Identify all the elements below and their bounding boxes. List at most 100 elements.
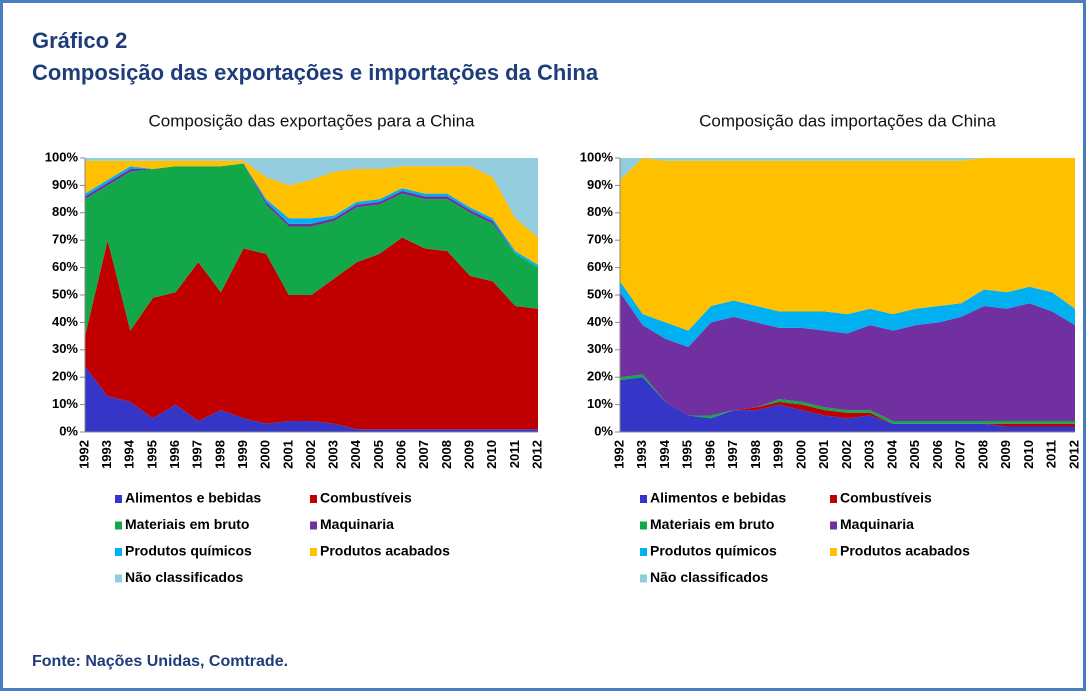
y-tick-label: 0% <box>594 423 613 438</box>
x-tick-label: 1995 <box>144 440 159 469</box>
x-tick-label: 2002 <box>839 440 854 469</box>
x-tick-label: 1997 <box>725 440 740 469</box>
y-tick-label: 10% <box>587 396 613 411</box>
y-tick-label: 100% <box>580 149 614 164</box>
x-tick-label: 2008 <box>975 440 990 469</box>
x-tick-label: 1996 <box>167 440 182 469</box>
legend-label: Combustíveis <box>840 490 932 506</box>
x-tick-label: 1998 <box>748 440 763 469</box>
legend-label: Maquinaria <box>840 516 914 532</box>
legend-label: Produtos químicos <box>650 543 777 559</box>
y-tick-label: 70% <box>587 232 613 247</box>
y-tick-label: 20% <box>52 369 78 384</box>
x-tick-label: 2008 <box>439 440 454 469</box>
chart-title: Composição das exportações para a China <box>148 111 475 130</box>
x-tick-label: 2006 <box>394 440 409 469</box>
area <box>85 163 538 337</box>
area <box>85 237 538 430</box>
x-tick-label: 1994 <box>122 439 137 469</box>
area <box>620 377 1075 427</box>
legend-swatch <box>640 521 647 530</box>
source: Fonte: Nações Unidas, Comtrade. <box>32 653 288 670</box>
x-tick-label: 2012 <box>1066 440 1081 469</box>
area <box>85 158 538 238</box>
legend-swatch <box>115 521 122 530</box>
x-tick-label: 2007 <box>416 440 431 469</box>
legend-swatch <box>640 495 647 503</box>
y-tick-label: 80% <box>587 204 613 219</box>
x-tick-label: 2009 <box>998 440 1013 469</box>
area <box>620 158 1075 180</box>
y-tick-label: 50% <box>52 286 78 301</box>
y-tick-label: 60% <box>52 259 78 274</box>
area <box>85 366 538 432</box>
figure-label: Gráfico 2 <box>32 28 127 53</box>
y-tick-label: 70% <box>52 232 78 247</box>
legend-label: Não classificados <box>125 569 243 585</box>
x-tick-label: 2003 <box>326 440 341 469</box>
legend-label: Não classificados <box>650 569 768 585</box>
x-tick-label: 1994 <box>657 439 672 469</box>
x-tick-label: 2004 <box>884 439 899 469</box>
y-tick-label: 100% <box>45 149 79 164</box>
x-tick-label: 2005 <box>371 440 386 469</box>
x-tick-label: 2009 <box>461 440 476 469</box>
legend-label: Produtos acabados <box>320 543 450 559</box>
x-tick-label: 2006 <box>930 440 945 469</box>
legend-swatch <box>640 574 647 583</box>
legend-swatch <box>115 548 122 556</box>
x-tick-label: 1996 <box>702 440 717 469</box>
x-tick-label: 2007 <box>953 440 968 469</box>
x-tick-label: 2000 <box>258 440 273 469</box>
x-tick-label: 1997 <box>190 440 205 469</box>
legend-label: Produtos químicos <box>125 543 252 559</box>
y-tick-label: 20% <box>587 369 613 384</box>
legend-label: Materiais em bruto <box>125 516 249 532</box>
legend-label: Maquinaria <box>320 516 394 532</box>
y-tick-label: 40% <box>587 314 613 329</box>
figure-title: Composição das exportações e importações… <box>32 60 599 85</box>
x-tick-label: 1992 <box>76 440 91 469</box>
legend-swatch <box>310 548 317 556</box>
x-tick-label: 1993 <box>634 440 649 469</box>
legend-label: Produtos acabados <box>840 543 970 559</box>
x-tick-label: 2004 <box>348 439 363 469</box>
x-tick-label: 1995 <box>680 440 695 469</box>
y-tick-label: 30% <box>52 341 78 356</box>
legend-label: Alimentos e bebidas <box>125 490 261 506</box>
y-tick-label: 80% <box>52 204 78 219</box>
x-tick-label: 2000 <box>793 440 808 469</box>
area <box>85 160 538 265</box>
x-tick-label: 2001 <box>280 440 295 469</box>
legend-swatch <box>310 495 317 503</box>
x-tick-label: 2001 <box>816 440 831 469</box>
x-tick-label: 2002 <box>303 440 318 469</box>
x-tick-label: 2012 <box>529 440 544 469</box>
y-tick-label: 90% <box>587 177 613 192</box>
legend-swatch <box>310 521 317 530</box>
y-tick-label: 40% <box>52 314 78 329</box>
y-tick-label: 0% <box>59 423 78 438</box>
x-tick-label: 2003 <box>862 440 877 469</box>
y-tick-label: 30% <box>587 341 613 356</box>
y-tick-label: 50% <box>587 286 613 301</box>
chart-title: Composição das importações da China <box>699 111 996 130</box>
y-tick-label: 90% <box>52 177 78 192</box>
y-tick-label: 10% <box>52 396 78 411</box>
legend-swatch <box>830 495 837 503</box>
area <box>620 158 1075 331</box>
legend-label: Combustíveis <box>320 490 412 506</box>
legend-swatch <box>830 548 837 556</box>
legend-swatch <box>115 495 122 503</box>
x-tick-label: 2010 <box>1021 440 1036 469</box>
x-tick-label: 1999 <box>771 440 786 469</box>
legend-label: Alimentos e bebidas <box>650 490 786 506</box>
y-tick-label: 60% <box>587 259 613 274</box>
legend-label: Materiais em bruto <box>650 516 774 532</box>
legend-swatch <box>115 574 122 583</box>
x-tick-label: 2011 <box>507 440 522 468</box>
x-tick-label: 2005 <box>907 440 922 469</box>
area <box>620 292 1075 422</box>
x-tick-label: 2011 <box>1044 440 1059 468</box>
